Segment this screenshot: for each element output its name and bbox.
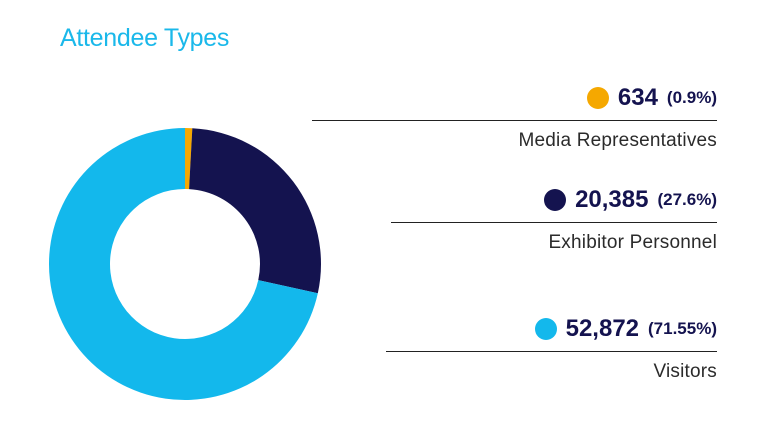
legend-dot [544, 189, 567, 211]
legend-divider [391, 222, 717, 223]
legend-divider [386, 351, 717, 352]
donut-slice-media-representatives [185, 128, 193, 190]
legend-item-media-representatives: 634 (0.9%) Media Representatives [312, 82, 717, 152]
legend-label: Visitors [653, 361, 717, 382]
chart-title: Attendee Types [60, 24, 230, 52]
legend-label: Media Representatives [518, 130, 717, 151]
legend-label: Exhibitor Personnel [548, 232, 717, 253]
legend-dot [534, 318, 557, 340]
legend-divider [312, 120, 717, 121]
legend-percent: (27.6%) [657, 190, 717, 209]
legend-item-visitors: 52,872 (71.55%) Visitors [386, 313, 717, 383]
donut-slice-exhibitor-personnel [189, 128, 321, 294]
donut-slice-visitors [48, 128, 318, 401]
legend-percent: (71.55%) [648, 319, 717, 338]
legend-value: 634 [617, 84, 658, 111]
legend-value: 52,872 [565, 315, 640, 342]
legend-value: 20,385 [575, 186, 649, 213]
legend-percent: (0.9%) [666, 88, 717, 107]
legend-dot [586, 87, 609, 109]
legend-item-exhibitor-personnel: 20,385 (27.6%) Exhibitor Personnel [391, 184, 717, 254]
